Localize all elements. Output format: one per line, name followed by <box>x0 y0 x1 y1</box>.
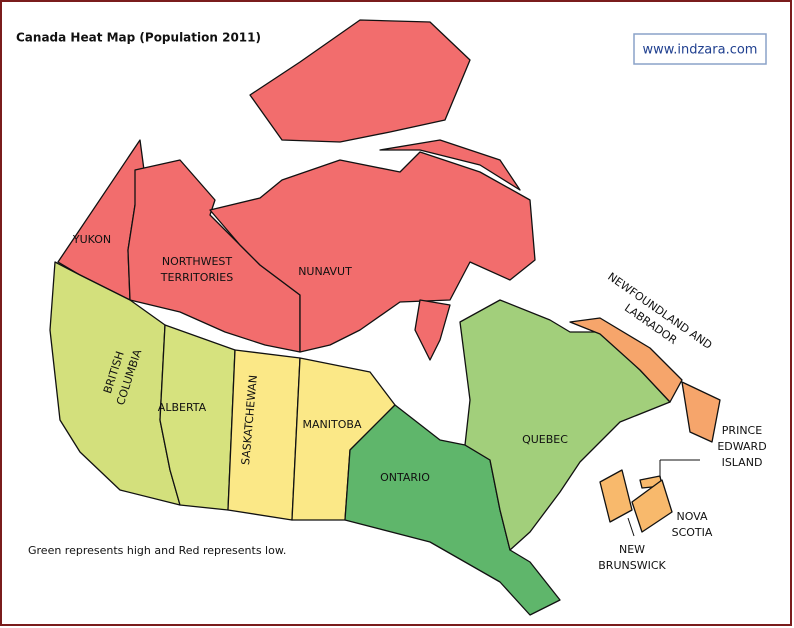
region-label: QUEBEC <box>522 433 568 446</box>
region-label: ISLAND <box>722 456 763 469</box>
region-label: NOVA <box>676 510 708 523</box>
region-label: MANITOBA <box>303 418 362 431</box>
region-label: TERRITORIES <box>160 271 233 284</box>
nunavut-island <box>379 139 521 191</box>
region-label: ONTARIO <box>380 471 430 484</box>
region-label: BRUNSWICK <box>598 559 666 572</box>
region-label: NEW <box>619 543 645 556</box>
quebec <box>459 299 671 551</box>
nunavut-islands <box>249 19 471 143</box>
labrador <box>569 317 683 403</box>
note: Green represents high and Red represents… <box>28 544 286 557</box>
region-label: YUKON <box>72 233 111 246</box>
newfoundland-and-labrador <box>569 317 721 443</box>
region-label: SCOTIA <box>672 526 713 539</box>
nova-scotia <box>631 479 673 533</box>
region-label: EDWARD <box>717 440 766 453</box>
region-label: ALBERTA <box>158 401 207 414</box>
new-brunswick <box>599 469 633 523</box>
nunavut-mainland <box>209 151 536 353</box>
nunavut-island <box>414 299 451 361</box>
map <box>49 19 721 616</box>
nunavut <box>209 19 536 361</box>
region-label: NORTHWEST <box>162 255 233 268</box>
url-box <box>633 33 767 65</box>
url[interactable]: www.indzara.com <box>643 43 758 58</box>
region-label: PRINCE <box>722 424 762 437</box>
newfoundland <box>681 381 721 443</box>
pointer <box>627 517 635 537</box>
region-label: NUNAVUT <box>298 265 352 278</box>
title: Canada Heat Map (Population 2011) <box>16 31 261 45</box>
saskatchewan <box>227 349 301 521</box>
